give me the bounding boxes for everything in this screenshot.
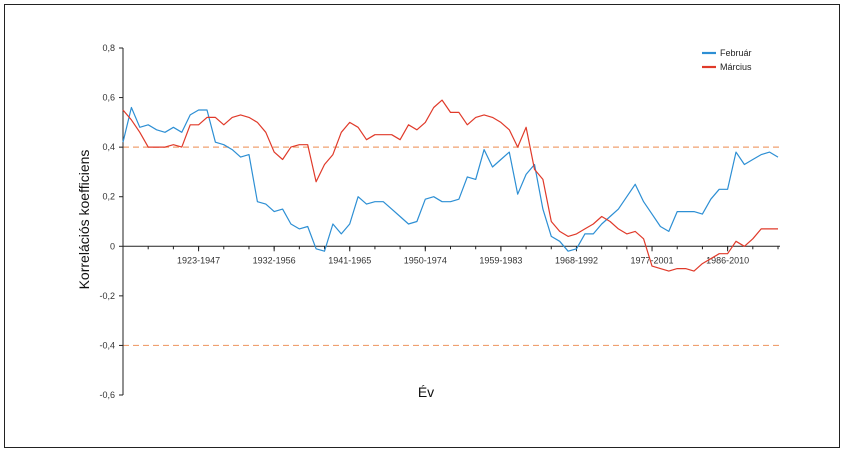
- series-line-marcius: [122, 99, 778, 272]
- y-tick-label: 0,6: [102, 93, 115, 103]
- axes: [122, 48, 780, 395]
- x-tick-label: 1941-1965: [328, 255, 371, 265]
- x-tick-label: 1986-2010: [706, 255, 749, 265]
- y-tick-label: 0: [110, 241, 115, 251]
- chart-frame: 0,8 0,6 0,4 0,2 0 -0,2 -0,4 -0,6 1923-1947 1932-…: [4, 4, 840, 448]
- x-tick-label: 1950-1974: [404, 255, 447, 265]
- series-lines: [122, 99, 779, 272]
- x-axis-title: Év: [418, 384, 434, 400]
- y-axis-ticks: 0,8 0,6 0,4 0,2 0 -0,2 -0,4 -0,6: [99, 43, 123, 400]
- y-tick-label: 0,8: [102, 43, 115, 53]
- y-tick-label: -0,4: [99, 340, 115, 350]
- y-axis-title: Korrelációs koefficiens: [76, 150, 92, 290]
- x-axis-ticks: 1923-1947 1932-1956 1941-1965 1950-1974 1959…: [122, 246, 779, 265]
- legend: Február Március: [702, 48, 752, 72]
- x-tick-label: 1932-1956: [253, 255, 296, 265]
- y-tick-label: -0,6: [99, 390, 115, 400]
- line-chart: 0,8 0,6 0,4 0,2 0 -0,2 -0,4 -0,6 1923-1947 1932-…: [76, 43, 780, 400]
- y-tick-label: 0,4: [102, 142, 115, 152]
- y-tick-label: -0,2: [99, 291, 115, 301]
- legend-label-februar: Február: [720, 48, 752, 58]
- x-tick-label: 1959-1983: [479, 255, 522, 265]
- x-tick-label: 1968-1992: [555, 255, 598, 265]
- legend-label-marcius: Március: [720, 62, 752, 72]
- x-tick-label: 1977-2001: [631, 255, 674, 265]
- series-line-februar: [122, 106, 779, 252]
- y-tick-label: 0,2: [102, 192, 115, 202]
- x-tick-label: 1923-1947: [177, 255, 220, 265]
